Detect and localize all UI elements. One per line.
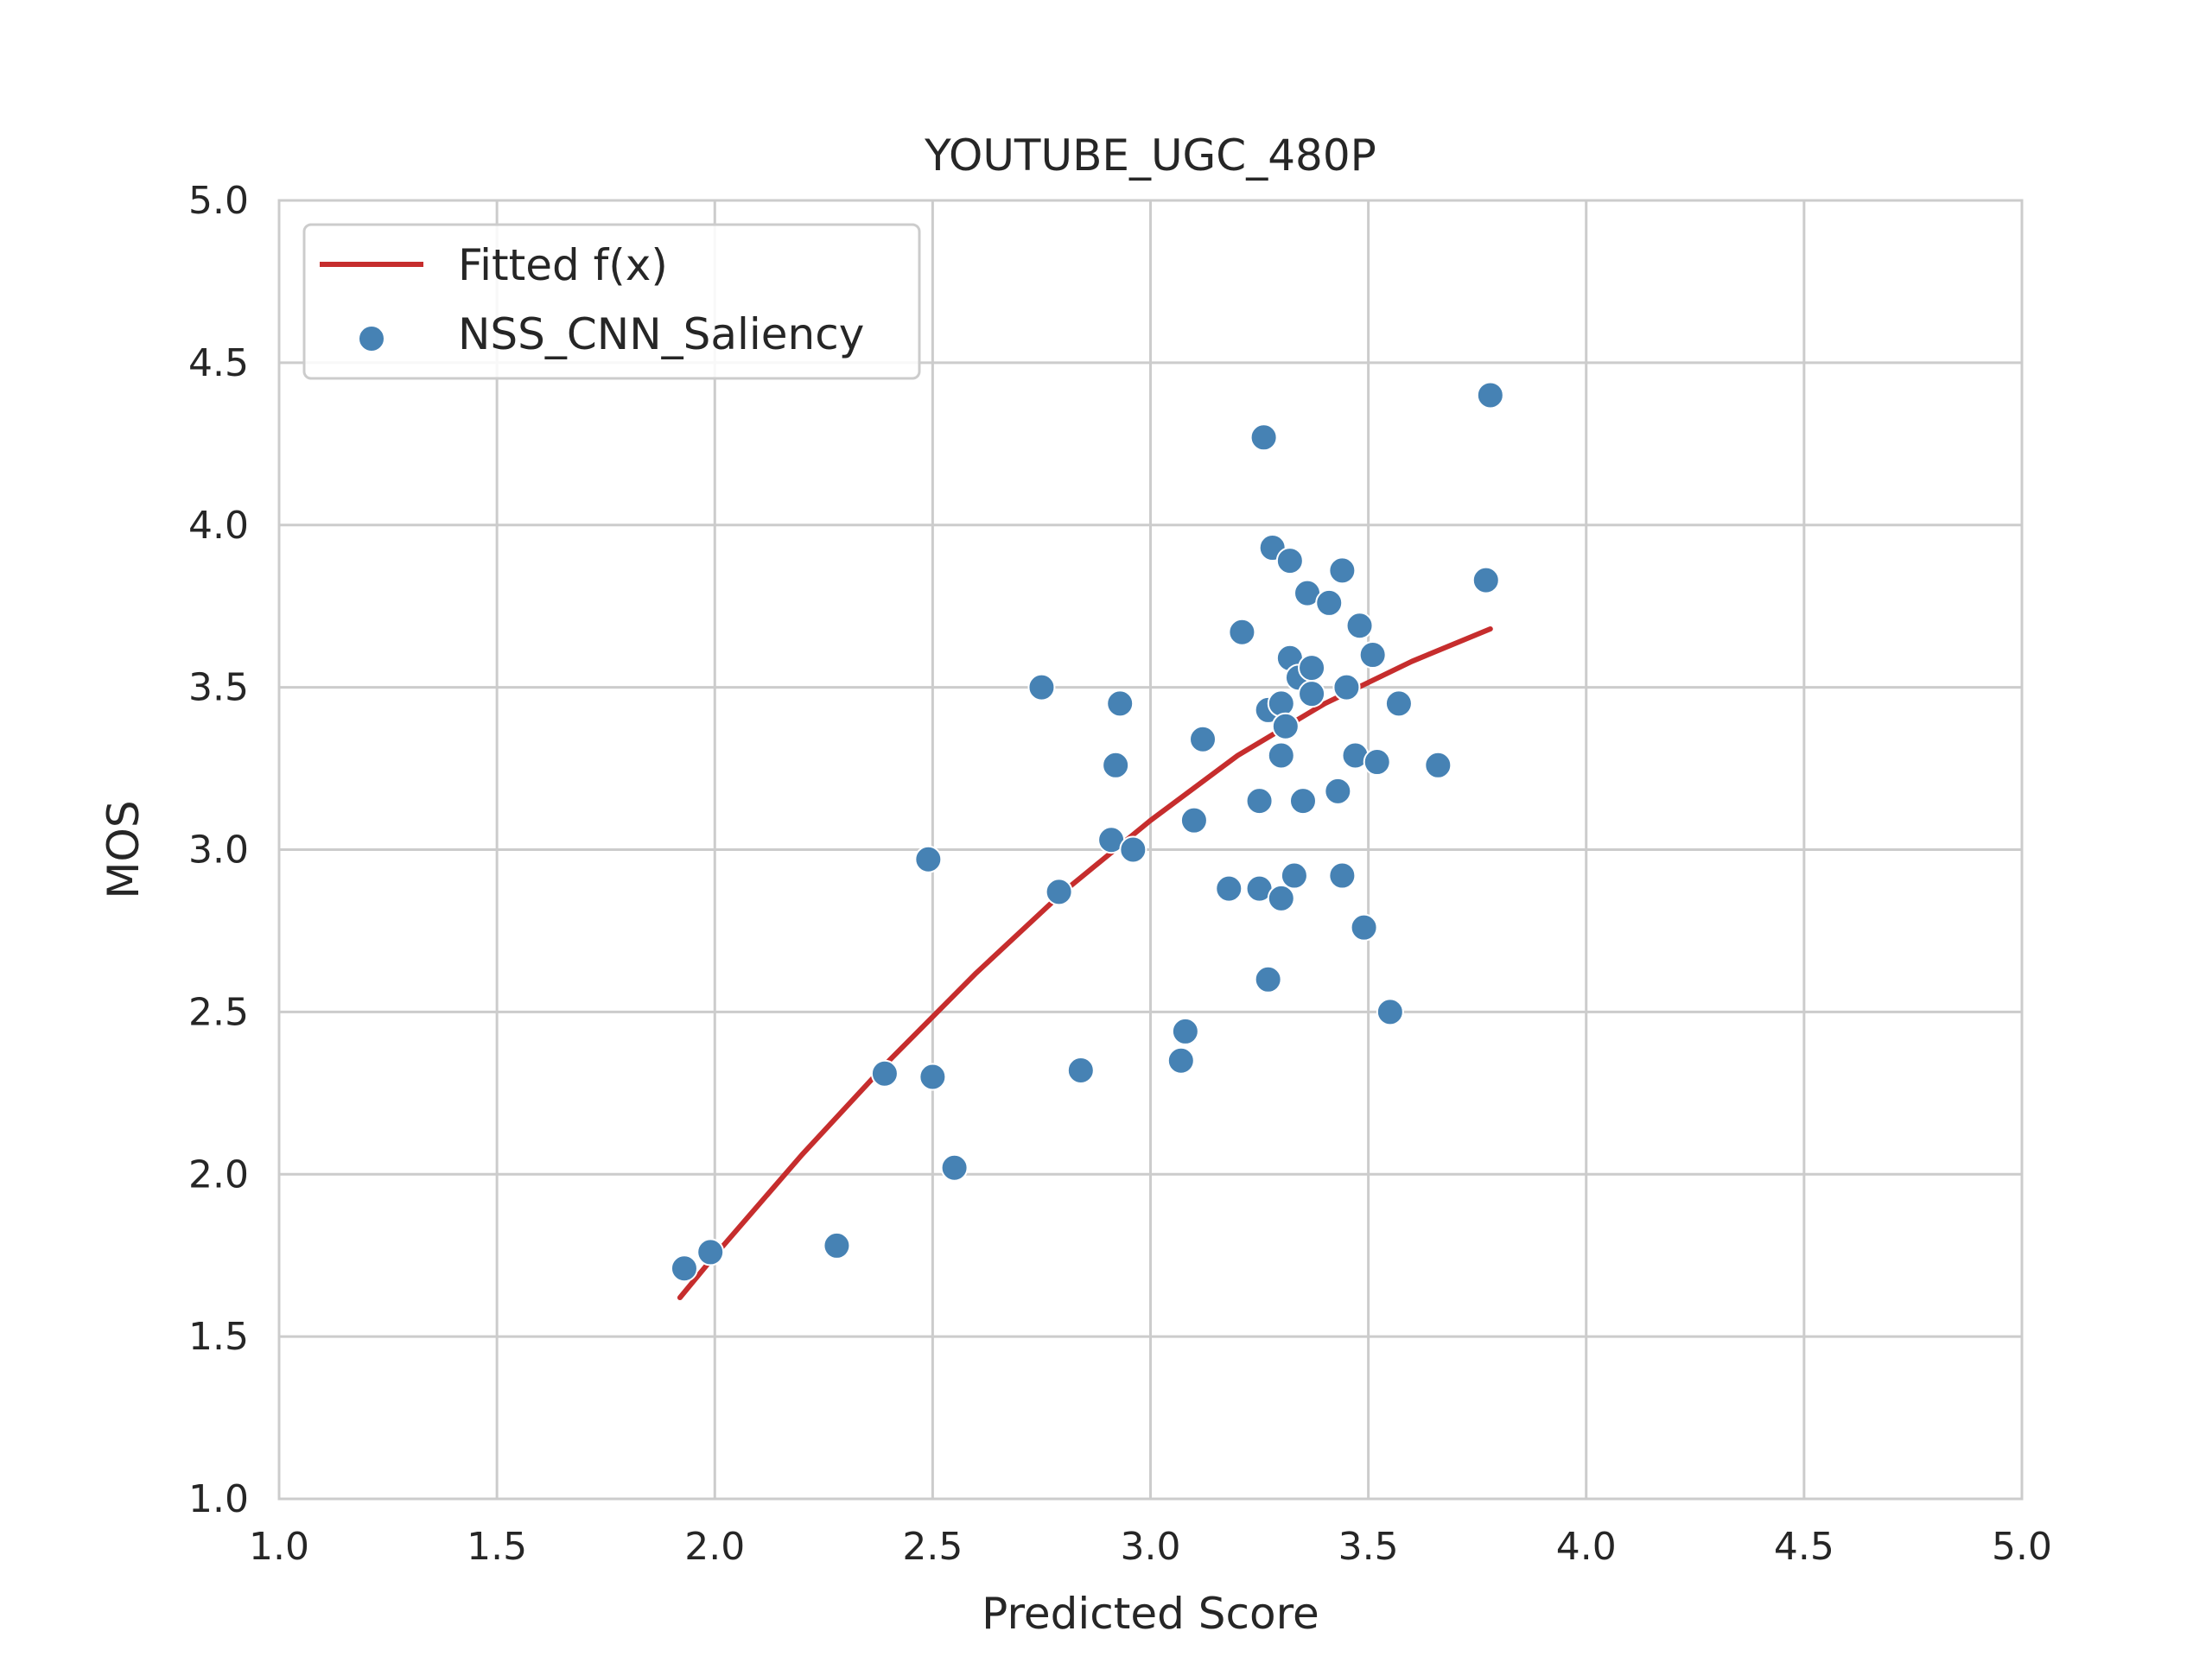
scatter-point — [696, 1238, 725, 1266]
scatter-point — [1027, 673, 1056, 701]
scatter-point — [914, 845, 943, 873]
x-tick-label: 1.5 — [467, 1525, 527, 1569]
scatter-point — [1424, 751, 1452, 779]
scatter-points-layer — [670, 381, 1504, 1283]
legend-dot-swatch — [358, 325, 385, 352]
grid-lines — [277, 199, 2024, 1501]
scatter-point — [918, 1063, 947, 1091]
scatter-point — [1254, 965, 1282, 993]
legend-label-fitted: Fitted f(x) — [458, 240, 668, 290]
scatter-point — [1376, 998, 1404, 1026]
legend-label-scatter: NSS_CNN_Saliency — [458, 309, 864, 359]
scatter-point — [1345, 612, 1374, 640]
x-tick-label: 5.0 — [1992, 1525, 2052, 1569]
x-tick-label: 2.0 — [684, 1525, 745, 1569]
y-tick-label: 2.5 — [188, 990, 249, 1034]
scatter-point — [1298, 680, 1326, 708]
legend: Fitted f(x) NSS_CNN_Saliency — [302, 223, 921, 380]
x-tick-label: 4.0 — [1556, 1525, 1617, 1569]
plot-frame — [277, 199, 2024, 1501]
y-axis-title: MOS — [99, 800, 149, 898]
scatter-point — [1102, 751, 1130, 779]
scatter-point — [1363, 748, 1391, 777]
x-tick-label: 2.5 — [902, 1525, 963, 1569]
scatter-point — [1267, 884, 1295, 912]
scatter-point — [1332, 673, 1361, 701]
scatter-point — [1228, 618, 1256, 646]
scatter-point — [1315, 588, 1344, 617]
scatter-point — [1271, 712, 1300, 740]
scatter-point — [1280, 861, 1308, 890]
scatter-point — [1249, 423, 1278, 452]
scatter-point — [1328, 861, 1357, 890]
scatter-point — [1179, 806, 1208, 835]
chart-title: YOUTUBE_UGC_480P — [924, 130, 1376, 181]
legend-box — [302, 223, 921, 380]
scatter-point — [670, 1254, 698, 1283]
x-tick-label: 3.0 — [1121, 1525, 1181, 1569]
x-tick-labels: 1.0 1.5 2.0 2.5 3.0 3.5 4.0 4.5 5.0 — [249, 1525, 2052, 1569]
y-tick-label: 5.0 — [188, 179, 249, 223]
scatter-point — [1288, 787, 1317, 816]
y-tick-label: 3.5 — [188, 666, 249, 710]
scatter-point — [1106, 689, 1135, 718]
scatter-point — [1189, 725, 1217, 753]
scatter-point — [1166, 1046, 1195, 1075]
scatter-point — [1275, 547, 1304, 575]
scatter-point — [1384, 689, 1413, 718]
y-tick-label: 1.5 — [188, 1315, 249, 1359]
y-tick-label: 4.0 — [188, 504, 249, 548]
scatter-point — [1245, 787, 1274, 816]
scatter-point — [1171, 1017, 1199, 1045]
scatter-point — [1476, 381, 1504, 409]
x-axis-title: Predicted Score — [982, 1589, 1319, 1639]
x-tick-label: 4.5 — [1774, 1525, 1834, 1569]
scatter-point — [1215, 874, 1243, 903]
scatter-point — [1471, 566, 1500, 594]
y-tick-label: 3.0 — [188, 828, 249, 873]
scatter-point — [1267, 689, 1295, 718]
y-tick-label: 2.0 — [188, 1152, 249, 1196]
scatter-point — [1328, 556, 1357, 585]
scatter-point — [1045, 878, 1073, 906]
scatter-point — [1350, 913, 1378, 942]
y-tick-labels: 1.0 1.5 2.0 2.5 3.0 3.5 4.0 4.5 5.0 — [188, 179, 249, 1521]
scatter-point — [823, 1231, 851, 1260]
scatter-point — [870, 1059, 899, 1088]
scatter-point — [940, 1153, 969, 1182]
scatter-point — [1324, 777, 1352, 805]
y-tick-label: 4.5 — [188, 341, 249, 385]
scatter-point — [1066, 1057, 1095, 1085]
scatter-point — [1119, 835, 1147, 864]
scatter-point — [1358, 641, 1387, 670]
scatter-point — [1267, 741, 1295, 770]
scatter-point — [1298, 654, 1326, 682]
x-tick-label: 1.0 — [249, 1525, 309, 1569]
x-tick-label: 3.5 — [1338, 1525, 1399, 1569]
y-tick-label: 1.0 — [188, 1477, 249, 1521]
